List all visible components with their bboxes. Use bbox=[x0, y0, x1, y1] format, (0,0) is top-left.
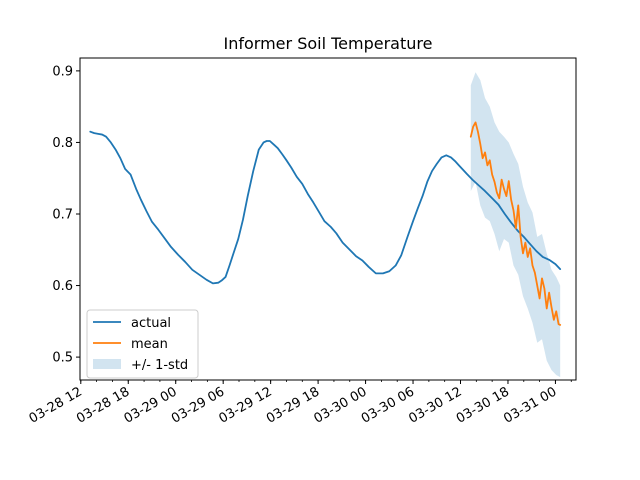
axes-frame bbox=[79, 57, 577, 381]
plot-area bbox=[89, 72, 562, 378]
legend-mean-label: mean bbox=[131, 337, 168, 352]
legend: actual mean +/- 1-std bbox=[86, 309, 199, 379]
chart-title: Informer Soil Temperature bbox=[224, 34, 433, 53]
y-tick-label: 0.9 bbox=[52, 64, 73, 79]
series-line-mean bbox=[469, 121, 562, 326]
legend-band-label: +/- 1-std bbox=[131, 358, 188, 373]
y-tick-label: 0.7 bbox=[52, 207, 73, 222]
y-tick-label: 0.8 bbox=[52, 136, 73, 151]
legend-actual-label: actual bbox=[131, 316, 171, 331]
y-tick-label: 0.5 bbox=[52, 351, 73, 366]
series-line-actual bbox=[89, 130, 562, 285]
legend-frame bbox=[86, 309, 199, 379]
legend-band-swatch bbox=[93, 359, 121, 369]
y-tick-label: 0.6 bbox=[52, 279, 73, 294]
